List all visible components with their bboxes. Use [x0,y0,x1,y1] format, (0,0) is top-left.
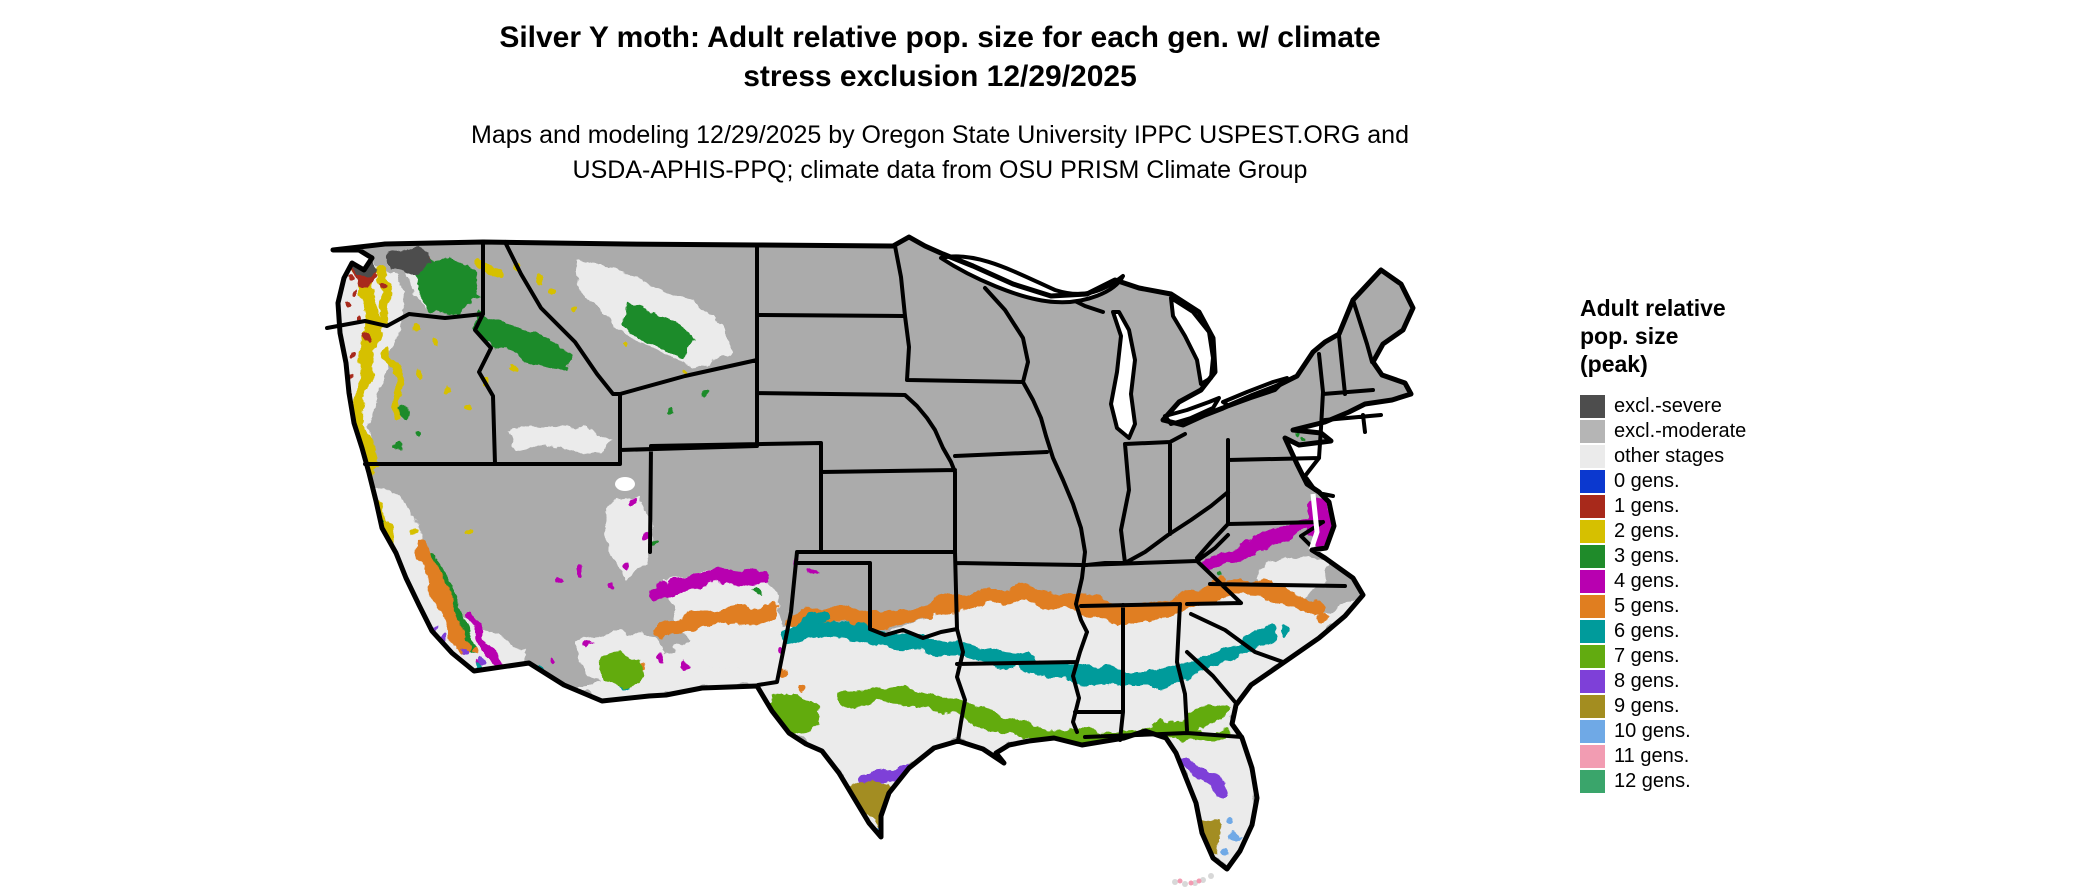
legend-row-excl-severe: excl.-severe [1580,394,1830,419]
lake-superior [939,254,1125,305]
legend-swatch [1580,520,1605,543]
legend-label: 12 gens. [1614,770,1691,792]
legend-swatch [1580,570,1605,593]
legend-rows: excl.-severe excl.-moderate other stages… [1580,394,1830,794]
legend-swatch [1580,770,1605,793]
legend-title-line: Adult relative [1580,295,1726,321]
legend-row-10-gens: 10 gens. [1580,719,1830,744]
page-subtitle: Maps and modeling 12/29/2025 by Oregon S… [325,118,1555,188]
state-borders [325,240,1383,743]
legend-label: 11 gens. [1614,745,1690,767]
legend-label: 1 gens. [1614,495,1680,517]
legend-row-5-gens: 5 gens. [1580,594,1830,619]
legend-swatch [1580,720,1605,743]
band-8-gens [858,757,1230,799]
legend-row-11-gens: 11 gens. [1580,744,1830,769]
great-lakes [939,254,1289,440]
chesapeake-bay [1308,493,1320,551]
legend-swatch [1580,670,1605,693]
legend-label: 5 gens. [1614,595,1680,617]
legend-label: 0 gens. [1614,470,1680,492]
legend-swatch [1580,595,1605,618]
legend-label: 7 gens. [1614,645,1680,667]
legend-title-line: (peak) [1580,351,1648,377]
legend-swatch [1580,620,1605,643]
legend-swatch [1580,445,1605,468]
legend-label: excl.-moderate [1614,420,1747,442]
legend-swatch [1580,745,1605,768]
title-line-2: stress exclusion 12/29/2025 [743,60,1137,93]
great-salt-lake [615,477,635,491]
us-generation-map [325,232,1555,892]
legend-swatch [1580,645,1605,668]
us-map-svg [325,232,1555,887]
title-line-1: Silver Y moth: Adult relative pop. size … [499,21,1381,54]
florida-keys [1172,873,1214,887]
legend-swatch [1580,695,1605,718]
legend-row-3-gens: 3 gens. [1580,544,1830,569]
legend-swatch [1580,395,1605,418]
subtitle-line-2: USDA-APHIS-PPQ; climate data from OSU PR… [572,156,1308,184]
legend-swatch [1580,420,1605,443]
legend-label: 8 gens. [1614,670,1680,692]
legend-row-9-gens: 9 gens. [1580,694,1830,719]
legend-swatch [1580,495,1605,518]
lake-michigan [1109,310,1137,440]
legend-title: Adult relative pop. size (peak) [1580,294,1830,378]
legend-row-0-gens: 0 gens. [1580,469,1830,494]
legend-label: other stages [1614,445,1725,467]
legend-label: 6 gens. [1614,620,1680,642]
legend-swatch [1580,545,1605,568]
legend-row-8-gens: 8 gens. [1580,669,1830,694]
legend: Adult relative pop. size (peak) excl.-se… [1580,294,1830,794]
blobs-9-gens [845,780,1225,854]
legend-label: 4 gens. [1614,570,1680,592]
legend-row-12-gens: 12 gens. [1580,769,1830,794]
legend-row-excl-moderate: excl.-moderate [1580,419,1830,444]
legend-label: 2 gens. [1614,520,1680,542]
page-title: Silver Y moth: Adult relative pop. size … [325,18,1555,96]
band-5-gens [416,540,1325,653]
legend-row-2-gens: 2 gens. [1580,519,1830,544]
legend-title-line: pop. size [1580,323,1679,349]
subtitle-line-1: Maps and modeling 12/29/2025 by Oregon S… [471,121,1409,149]
legend-row-other-stages: other stages [1580,444,1830,469]
legend-label: excl.-severe [1614,395,1722,417]
legend-label: 9 gens. [1614,695,1680,717]
legend-row-1-gens: 1 gens. [1580,494,1830,519]
legend-row-6-gens: 6 gens. [1580,619,1830,644]
legend-swatch [1580,470,1605,493]
band-3-gens [369,257,1309,595]
legend-row-7-gens: 7 gens. [1580,644,1830,669]
band-6-gens [782,609,1275,686]
generation-bands [335,248,1361,869]
legend-row-4-gens: 4 gens. [1580,569,1830,594]
legend-label: 3 gens. [1614,545,1680,567]
legend-label: 10 gens. [1614,720,1691,742]
speckles-2-gens [409,263,688,536]
blobs-10-gens [875,816,1240,858]
